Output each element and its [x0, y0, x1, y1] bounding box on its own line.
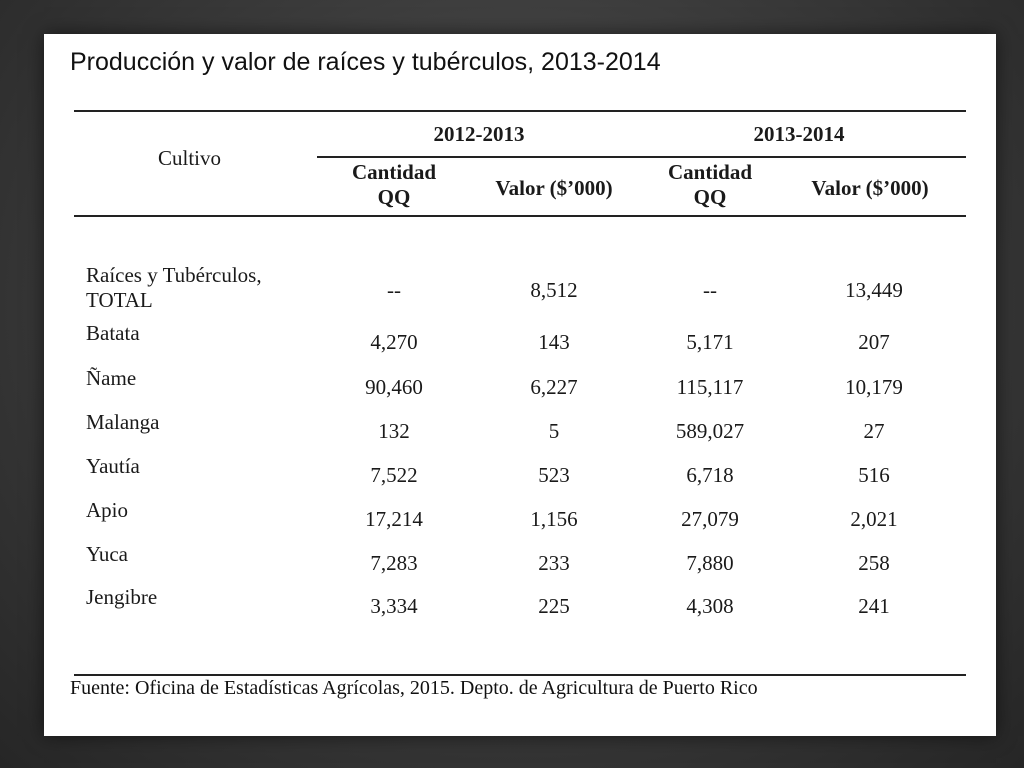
value-cell: 523: [538, 463, 570, 487]
quantity-cell: 589,027: [675, 419, 745, 443]
period-header-2013-2014: 2013-2014: [753, 122, 845, 146]
crop-name-line1: Apio: [86, 498, 128, 522]
crop-name: Batata: [86, 321, 140, 346]
value-cell: 207: [858, 330, 890, 354]
crop-name-line1: Batata: [86, 321, 140, 345]
quantity-cell: 5,171: [686, 330, 734, 354]
crop-name-line2: TOTAL: [86, 288, 153, 312]
crop-column-header: Cultivo: [158, 146, 222, 170]
value-cell: 13,449: [845, 278, 903, 302]
crop-name: Malanga: [86, 410, 159, 435]
header-bottom-rule: [74, 215, 966, 217]
quantity-header-2: Cantidad QQ: [640, 160, 780, 210]
period-header-rule: [317, 156, 966, 158]
slide: Producción y valor de raíces y tubérculo…: [44, 34, 996, 736]
value-cell: 5: [548, 419, 560, 443]
value-cell: 6,227: [530, 375, 578, 399]
value-cell: 2,021: [850, 507, 898, 531]
crop-name: Jengibre: [86, 585, 157, 610]
quantity-cell: 17,214: [365, 507, 423, 531]
value-cell: 241: [858, 594, 890, 618]
quantity-cell: 132: [378, 419, 410, 443]
slide-title: Producción y valor de raíces y tubérculo…: [70, 48, 661, 76]
crop-name-line1: Jengibre: [86, 585, 158, 609]
crop-name-line1: Yuca: [86, 542, 128, 566]
quantity-cell: --: [703, 278, 717, 302]
quantity-cell: 4,308: [686, 594, 734, 618]
quantity-cell: 7,880: [686, 551, 734, 575]
quantity-cell: 7,283: [370, 551, 418, 575]
value-cell: 233: [538, 551, 570, 575]
quantity-cell: 3,334: [370, 594, 418, 618]
value-cell: 258: [858, 551, 890, 575]
quantity-header-1-line1: Cantidad: [351, 160, 437, 184]
period-header-2012-2013: 2012-2013: [433, 122, 525, 146]
quantity-cell: 4,270: [370, 330, 418, 354]
quantity-cell: 27,079: [681, 507, 739, 531]
value-header-2: Valor ($’000): [811, 176, 929, 200]
source-footnote: Fuente: Oficina de Estadísticas Agrícola…: [70, 677, 758, 699]
value-cell: 10,179: [845, 375, 903, 399]
quantity-header-2-line2: QQ: [693, 185, 727, 209]
quantity-header-2-line1: Cantidad: [667, 160, 753, 184]
value-cell: 516: [858, 463, 890, 487]
quantity-header-1-line2: QQ: [377, 185, 411, 209]
quantity-cell: --: [387, 278, 401, 302]
value-cell: 27: [863, 419, 885, 443]
value-cell: 1,156: [530, 507, 578, 531]
value-cell: 143: [538, 330, 570, 354]
quantity-cell: 6,718: [686, 463, 734, 487]
quantity-cell: 115,117: [676, 375, 744, 399]
table-top-rule: [74, 110, 966, 112]
value-cell: 225: [538, 594, 570, 618]
quantity-cell: 7,522: [370, 463, 418, 487]
crop-name-line1: Yautía: [86, 454, 140, 478]
quantity-header-1: Cantidad QQ: [324, 160, 464, 210]
crop-name: Yuca: [86, 542, 128, 567]
crop-name: Raíces y Tubérculos, TOTAL: [86, 263, 262, 313]
crop-name: Yautía: [86, 454, 140, 479]
value-header-1: Valor ($’000): [495, 176, 613, 200]
crop-name-line1: Raíces y Tubérculos,: [86, 263, 262, 287]
crop-name: Ñame: [86, 366, 136, 391]
quantity-cell: 90,460: [365, 375, 423, 399]
crop-name-line1: Malanga: [86, 410, 160, 434]
crop-name: Apio: [86, 498, 128, 523]
value-cell: 8,512: [530, 278, 578, 302]
table-bottom-rule: [74, 674, 966, 676]
crop-name-line1: Ñame: [86, 366, 137, 390]
